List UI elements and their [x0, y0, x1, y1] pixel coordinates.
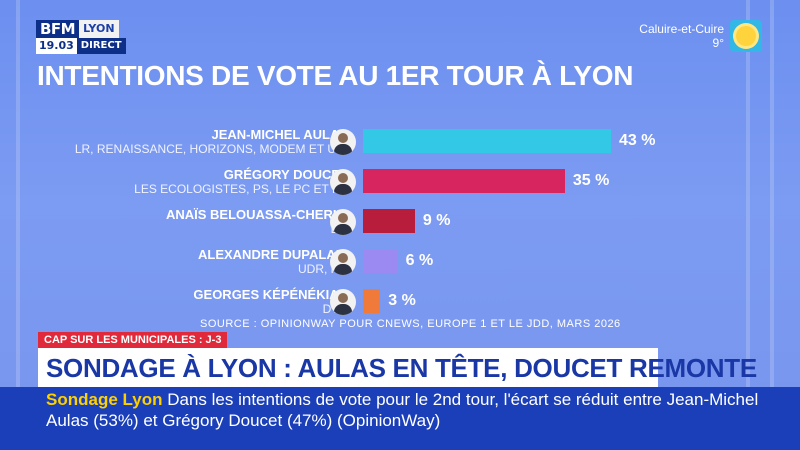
- bar-value-label: 35 %: [572, 172, 610, 189]
- chart-title: INTENTIONS DE VOTE AU 1ER TOUR À LYON: [37, 60, 634, 91]
- bar: [363, 169, 565, 193]
- candidate-avatar: [330, 129, 356, 155]
- logo-brand: BFM: [36, 20, 80, 38]
- background-stripe: [16, 0, 20, 450]
- candidate-name: JEAN-MICHEL AULAS: [211, 127, 348, 142]
- program-tag: CAP SUR LES MUNICIPALES : J-3: [38, 332, 228, 348]
- ticker-kicker: Sondage Lyon: [46, 390, 163, 409]
- candidate-name: ANAÏS BELOUASSA-CHERIFI: [165, 207, 348, 222]
- weather-temperature: 9°: [712, 36, 724, 50]
- chart-source: SOURCE : OPINIONWAY POUR CNEWS, EUROPE 1…: [200, 318, 621, 330]
- headline-banner: SONDAGE À LYON : AULAS EN TÊTE, DOUCET R…: [38, 348, 757, 388]
- live-badge: DIRECT: [76, 38, 126, 54]
- candidate-avatar: [330, 289, 356, 315]
- candidate-party: LR, RENAISSANCE, HORIZONS, MODEM ET UDI: [74, 142, 348, 156]
- clock-time: 19.03: [36, 38, 77, 54]
- background-stripe: [746, 0, 750, 450]
- bar: [363, 289, 381, 313]
- candidate-avatar: [330, 169, 356, 195]
- bar-value-label: 43 %: [619, 132, 656, 149]
- candidate-avatar: [330, 249, 356, 275]
- weather-city: Caluire-et-Cuire: [639, 22, 724, 36]
- weather-widget: Caluire-et-Cuire 9°: [639, 20, 762, 52]
- channel-logo: BFM LYON 19.03 DIRECT: [36, 20, 134, 54]
- bar: [363, 249, 398, 273]
- background-stripe: [770, 0, 774, 450]
- bar: [363, 129, 611, 153]
- news-ticker: Sondage Lyon Dans les intentions de vote…: [0, 387, 800, 450]
- bar-value-label: 6 %: [405, 252, 434, 269]
- logo-city: LYON: [79, 20, 119, 38]
- bar-value-label: 9 %: [422, 212, 451, 229]
- bar-value-label: 3 %: [388, 292, 416, 309]
- sun-icon: [730, 20, 762, 52]
- candidate-name: GRÉGORY DOUCET: [223, 167, 348, 182]
- ticker-text: Sondage Lyon Dans les intentions de vote…: [46, 389, 786, 431]
- candidate-party: LES ECOLOGISTES, PS, LE PC ET PP: [134, 182, 348, 196]
- candidate-name: GEORGES KÉPÉNÉKIAN: [193, 287, 348, 302]
- bar: [363, 209, 415, 233]
- candidate-avatar: [330, 209, 356, 235]
- ticker-body: Dans les intentions de vote pour le 2nd …: [46, 390, 759, 430]
- candidate-name: ALEXANDRE DUPALAIS: [198, 247, 348, 262]
